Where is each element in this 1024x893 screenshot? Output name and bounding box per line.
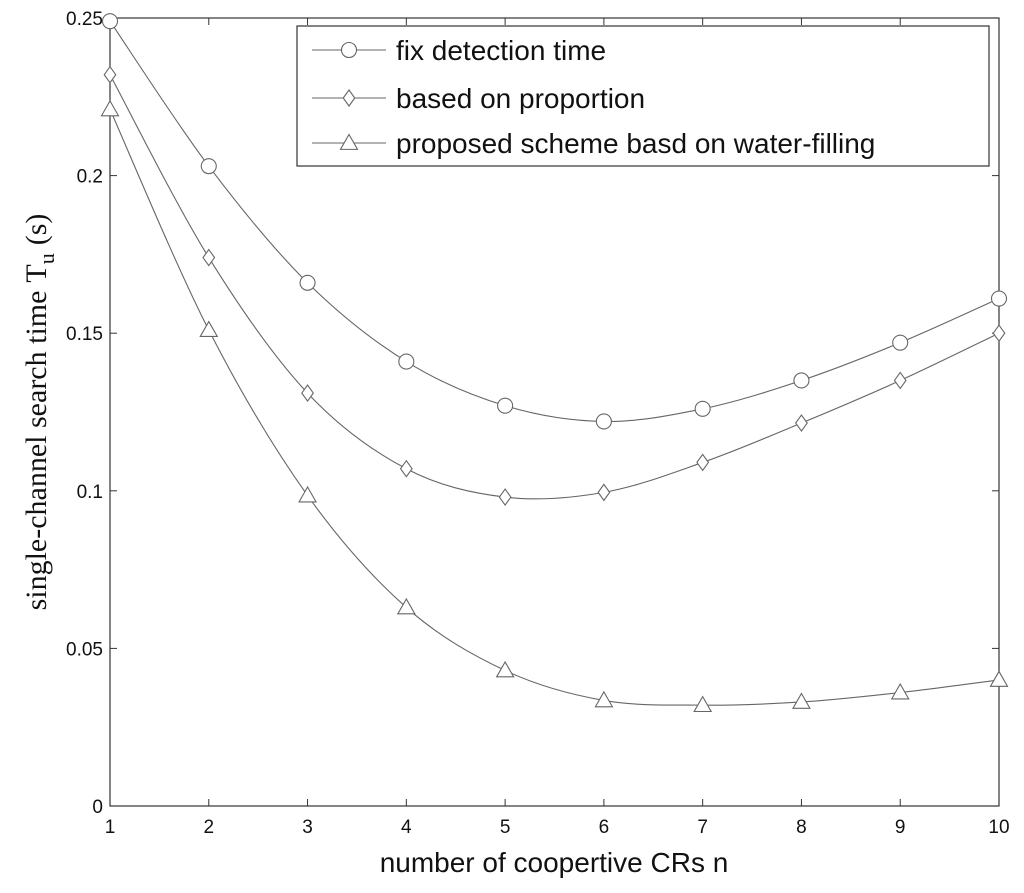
series-2-point-2 bbox=[202, 248, 216, 267]
series-2 bbox=[103, 65, 1006, 507]
series-2-line bbox=[109, 74, 1000, 500]
x-tick-label-2: 2 bbox=[203, 817, 214, 838]
y-axis-label-main: single-channel search time bbox=[20, 291, 53, 611]
y-axis-label: single-channel search time Tu (s) bbox=[20, 214, 59, 611]
y-axis-label-symbol: T bbox=[20, 264, 53, 282]
series-3-point-8 bbox=[791, 692, 811, 709]
legend-entries: fix detection time based on proportion pro… bbox=[312, 35, 875, 159]
series-2-point-7 bbox=[696, 453, 710, 472]
x-tick-label-7: 7 bbox=[697, 817, 708, 838]
series-1-point-6 bbox=[595, 413, 612, 430]
ticks: 1 2 3 4 5 6 7 8 9 10 0 0.05 0.1 0.15 0.2 0.25 bbox=[66, 9, 1010, 838]
x-tick-label-3: 3 bbox=[302, 817, 313, 838]
series-2-point-6 bbox=[597, 483, 611, 502]
series-3-point-10 bbox=[989, 670, 1009, 687]
y-tick-label-5: 0.25 bbox=[66, 9, 103, 30]
y-tick-label-0: 0 bbox=[92, 797, 103, 818]
legend-label-1: fix detection time bbox=[396, 35, 606, 66]
series-1-point-8 bbox=[793, 372, 810, 389]
series-1-point-7 bbox=[694, 400, 711, 417]
series-3-point-5 bbox=[495, 660, 515, 678]
series-3-point-3 bbox=[298, 485, 318, 503]
x-tick-label-1: 1 bbox=[105, 817, 116, 838]
series-1-point-3 bbox=[299, 274, 316, 291]
series-3-point-2 bbox=[199, 320, 219, 337]
y-tick-label-3: 0.15 bbox=[66, 324, 103, 345]
series-2-point-10 bbox=[992, 324, 1006, 343]
series-2-point-8 bbox=[795, 414, 808, 432]
legend: fix detection time based on proportion pro… bbox=[296, 25, 990, 167]
x-tick-label-5: 5 bbox=[500, 817, 511, 838]
legend-label-3: proposed scheme basd on water-filling bbox=[396, 128, 875, 159]
x-tick-label-8: 8 bbox=[796, 817, 807, 838]
series-3 bbox=[100, 99, 1009, 713]
series-1-point-5 bbox=[497, 397, 514, 414]
y-tick-label-1: 0.05 bbox=[66, 639, 103, 660]
y-tick-label-2: 0.1 bbox=[77, 482, 103, 503]
legend-box bbox=[296, 25, 990, 167]
y-axis-label-subscript: u bbox=[34, 253, 59, 264]
legend-marker-1 bbox=[340, 41, 358, 59]
y-axis-label-unit: (s) bbox=[20, 214, 53, 246]
legend-marker-2 bbox=[342, 89, 356, 107]
series-3-point-9 bbox=[890, 682, 910, 700]
series-1-point-1 bbox=[101, 13, 119, 30]
series-2-point-4 bbox=[399, 459, 413, 478]
series-1-line bbox=[109, 20, 1000, 423]
x-axis-label: number of coopertive CRs n bbox=[380, 847, 729, 878]
series-1 bbox=[101, 13, 1008, 430]
series-3-point-6 bbox=[594, 690, 614, 708]
series-group bbox=[100, 13, 1009, 713]
series-2-point-3 bbox=[301, 384, 314, 403]
series-1-point-9 bbox=[892, 334, 909, 351]
x-tick-label-4: 4 bbox=[401, 817, 412, 838]
series-1-point-2 bbox=[200, 158, 217, 175]
x-tick-label-6: 6 bbox=[599, 817, 610, 838]
series-1-point-10 bbox=[990, 290, 1008, 307]
x-tick-label-9: 9 bbox=[895, 817, 906, 838]
series-1-point-4 bbox=[398, 353, 415, 370]
series-3-point-1 bbox=[100, 99, 120, 117]
y-tick-label-4: 0.2 bbox=[77, 167, 103, 188]
legend-label-2: based on proportion bbox=[396, 83, 645, 114]
series-2-point-9 bbox=[893, 371, 907, 390]
series-2-point-1 bbox=[103, 65, 117, 84]
series-3-point-4 bbox=[396, 597, 416, 615]
series-3-point-7 bbox=[693, 695, 713, 713]
x-tick-label-10: 10 bbox=[988, 817, 1009, 838]
legend-marker-3 bbox=[339, 133, 359, 150]
series-2-point-5 bbox=[498, 488, 512, 507]
